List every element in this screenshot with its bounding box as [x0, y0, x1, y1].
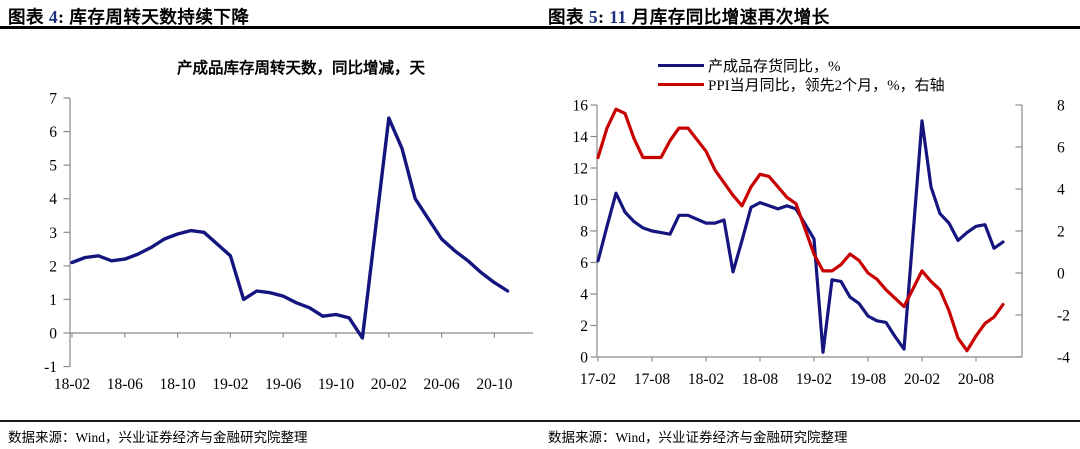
svg-text:6: 6: [49, 124, 57, 141]
data-source-note-right: 数据来源：Wind，兴业证券经济与金融研究院整理: [548, 430, 848, 445]
svg-text:18-10: 18-10: [160, 376, 196, 393]
inventory-turnover-chart: -1 0 1 2 3 4 5 6 7 18-02 18-06 18-10 19-02 19-06 19-10…: [0, 40, 540, 415]
figure-4-title: 库存周转天数持续下降: [69, 7, 250, 27]
svg-text:2: 2: [1057, 224, 1065, 241]
svg-text:8: 8: [1057, 98, 1065, 115]
svg-text:3: 3: [49, 225, 57, 242]
svg-text:18-02: 18-02: [688, 371, 724, 388]
legend-item-ppi: PPI当月同比，领先2个月，%，右轴: [658, 75, 945, 94]
figure-5-title: 月库存同比增速再次增长: [631, 7, 830, 27]
svg-text:18-06: 18-06: [107, 376, 143, 393]
svg-text:19-02: 19-02: [796, 371, 832, 388]
svg-text:20-06: 20-06: [424, 376, 460, 393]
figure-5-header: 图表 5: 11 月库存同比增速再次增长: [548, 7, 830, 27]
navy-line-swatch: [658, 64, 704, 67]
svg-text:19-06: 19-06: [265, 376, 301, 393]
svg-text:-1: -1: [44, 359, 57, 376]
legend-label: PPI当月同比，领先2个月，%，右轴: [708, 78, 945, 94]
svg-text:0: 0: [580, 350, 588, 367]
svg-text:20-10: 20-10: [476, 376, 512, 393]
svg-text:20-08: 20-08: [958, 371, 994, 388]
inventory-vs-ppi-chart: 0 2 4 6 8 10 12 14 16 -4 -2 0 2 4 6 8 17-02 17-08 18-02 18-…: [540, 40, 1080, 415]
figure-label: 图表: [548, 7, 584, 27]
figure-number: 4: [48, 7, 59, 27]
svg-text:17-02: 17-02: [580, 371, 616, 388]
svg-text:16: 16: [573, 98, 589, 115]
footer-divider: [0, 420, 1080, 422]
svg-text:14: 14: [573, 129, 589, 146]
inventory-turnover-line-chart: -1 0 1 2 3 4 5 6 7 18-02 18-06 18-10 19-02 19-06 19-10…: [44, 91, 533, 393]
svg-text:2: 2: [49, 258, 57, 275]
svg-text:4: 4: [1057, 182, 1065, 199]
svg-text:18-08: 18-08: [742, 371, 778, 388]
svg-text:20-02: 20-02: [371, 376, 407, 393]
chart-4-title: 产成品库存周转天数，同比增减，天: [176, 60, 425, 77]
inventory-ppi-dual-axis-line-chart: 0 2 4 6 8 10 12 14 16 -4 -2 0 2 4 6 8 17-02 17-08 18-02 18-…: [573, 98, 1071, 389]
svg-text:0: 0: [1057, 266, 1065, 283]
svg-text:-2: -2: [1057, 308, 1070, 325]
svg-text:10: 10: [573, 192, 589, 209]
svg-text:0: 0: [49, 326, 57, 343]
svg-text:8: 8: [580, 224, 588, 241]
chart-5-legend: 产成品存货同比，% PPI当月同比，领先2个月，%，右轴: [658, 56, 945, 94]
figure-5-title-highlight: 11: [609, 7, 627, 27]
svg-text:2: 2: [580, 318, 588, 335]
svg-text:19-10: 19-10: [318, 376, 354, 393]
legend-label: 产成品存货同比，%: [708, 59, 841, 75]
svg-text:-4: -4: [1057, 350, 1070, 367]
svg-text:6: 6: [580, 255, 588, 272]
figure-4-header: 图表 4: 库存周转天数持续下降: [8, 7, 250, 27]
red-line-swatch: [658, 83, 704, 86]
svg-text:7: 7: [49, 91, 57, 108]
legend-item-inventory: 产成品存货同比，%: [658, 56, 945, 75]
svg-text:4: 4: [580, 287, 588, 304]
svg-text:5: 5: [49, 158, 57, 175]
svg-text:19-08: 19-08: [850, 371, 886, 388]
figure-number: 5: [588, 7, 599, 27]
header-divider: [0, 26, 1080, 29]
svg-text:19-02: 19-02: [212, 376, 248, 393]
svg-text:18-02: 18-02: [54, 376, 90, 393]
svg-text:17-08: 17-08: [634, 371, 670, 388]
svg-text:1: 1: [49, 292, 57, 309]
svg-text:6: 6: [1057, 140, 1065, 157]
svg-text:4: 4: [49, 191, 57, 208]
data-source-note-left: 数据来源：Wind，兴业证券经济与金融研究院整理: [8, 430, 308, 445]
figure-label: 图表: [8, 7, 44, 27]
svg-text:20-02: 20-02: [904, 371, 940, 388]
svg-text:12: 12: [573, 161, 589, 178]
